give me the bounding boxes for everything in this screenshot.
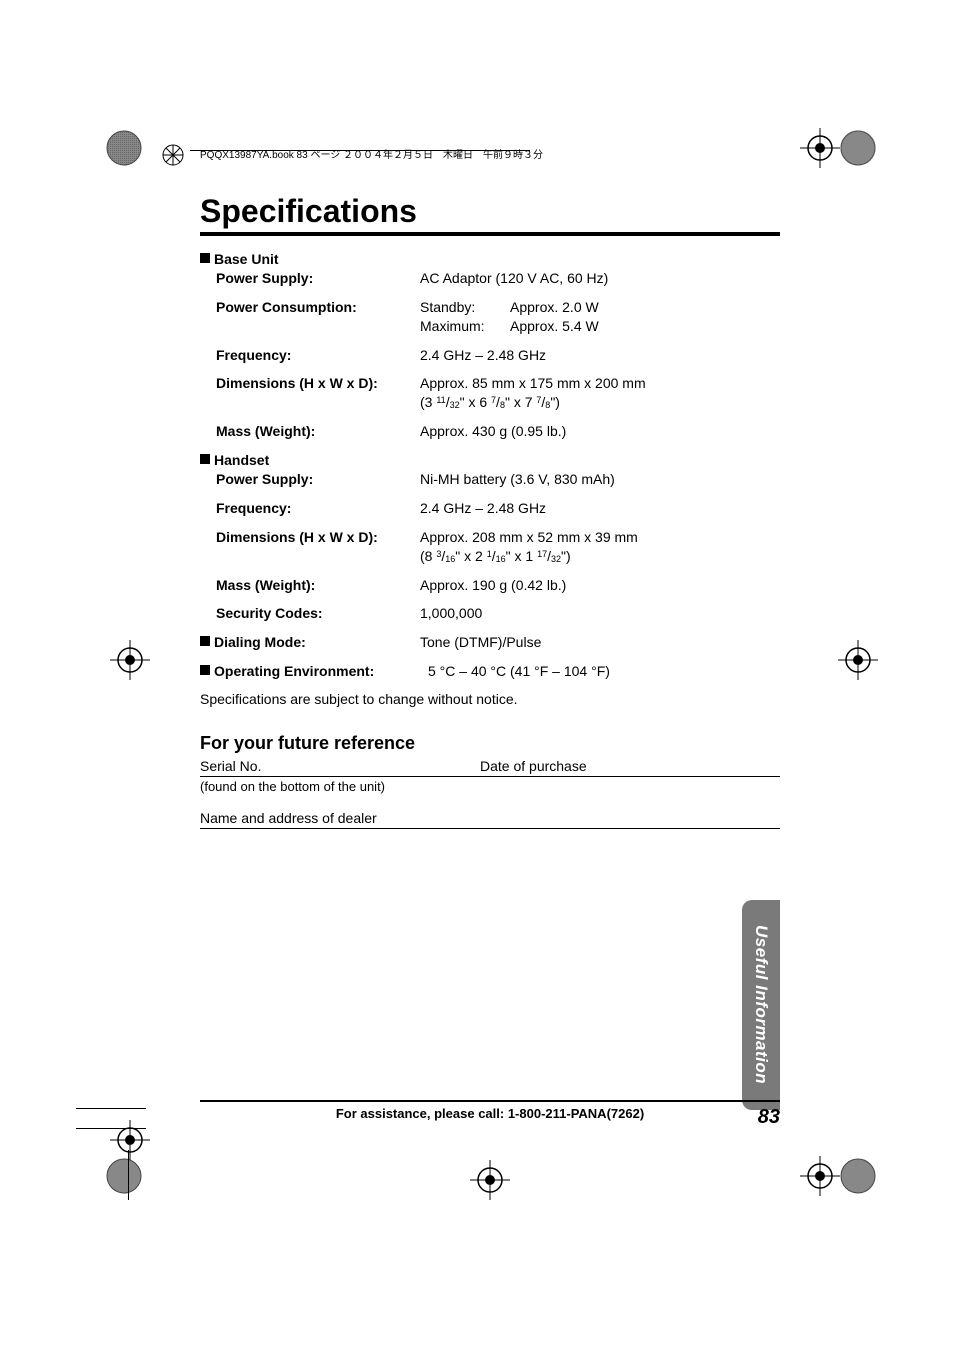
spec-row: Security Codes: 1,000,000 bbox=[200, 604, 780, 623]
spec-value: Approx. 430 g (0.95 lb.) bbox=[420, 422, 780, 441]
spec-row: Power Consumption: Standby:Approx. 2.0 W… bbox=[200, 298, 780, 336]
section-heading: Base Unit bbox=[214, 251, 279, 267]
spec-row: Dialing Mode: Tone (DTMF)/Pulse bbox=[200, 633, 780, 652]
spec-row: Handset Power Supply: Ni-MH battery (3.6… bbox=[200, 451, 780, 489]
spec-label: Mass (Weight): bbox=[200, 576, 420, 595]
page-footer: For assistance, please call: 1-800-211-P… bbox=[200, 1100, 780, 1121]
cmyk-circle-icon bbox=[840, 1158, 876, 1194]
side-tab: Useful Information bbox=[742, 900, 780, 1110]
spec-value: Tone (DTMF)/Pulse bbox=[420, 633, 780, 652]
registration-target-icon bbox=[838, 640, 878, 680]
crop-line bbox=[76, 1108, 146, 1109]
spec-label: Dialing Mode: bbox=[200, 633, 420, 652]
spec-notice: Specifications are subject to change wit… bbox=[200, 691, 780, 707]
spec-value: AC Adaptor (120 V AC, 60 Hz) bbox=[420, 250, 780, 288]
serial-label: Serial No. bbox=[200, 758, 480, 774]
cmyk-circle-icon bbox=[106, 130, 142, 166]
spec-value: 5 °C – 40 °C (41 °F – 104 °F) bbox=[428, 662, 780, 681]
spec-label: Base Unit Power Supply: bbox=[200, 250, 420, 288]
date-label: Date of purchase bbox=[480, 758, 780, 774]
spec-row: Base Unit Power Supply: AC Adaptor (120 … bbox=[200, 250, 780, 288]
spec-label: Dimensions (H x W x D): bbox=[200, 528, 420, 566]
serial-hint: (found on the bottom of the unit) bbox=[200, 779, 780, 794]
footer-rule bbox=[200, 1100, 780, 1102]
registration-target-icon bbox=[110, 640, 150, 680]
spec-row: Mass (Weight): Approx. 190 g (0.42 lb.) bbox=[200, 576, 780, 595]
crop-line bbox=[76, 1128, 146, 1129]
spec-label: Mass (Weight): bbox=[200, 422, 420, 441]
spec-label: Power Consumption: bbox=[200, 298, 420, 336]
spec-value: 2.4 GHz – 2.48 GHz bbox=[420, 346, 780, 365]
spec-value: Ni-MH battery (3.6 V, 830 mAh) bbox=[420, 451, 780, 489]
spec-value: 1,000,000 bbox=[420, 604, 780, 623]
spec-row: Dimensions (H x W x D): Approx. 85 mm x … bbox=[200, 374, 780, 412]
registration-target-icon bbox=[470, 1160, 510, 1200]
imperial-dims: (3 11/32" x 6 7/8" x 7 7/8") bbox=[420, 394, 560, 410]
cmyk-circle-icon bbox=[840, 130, 876, 166]
reference-title: For your future reference bbox=[200, 733, 780, 754]
page-title: Specifications bbox=[200, 193, 780, 230]
binding-icon bbox=[160, 142, 186, 168]
spec-value: Approx. 208 mm x 52 mm x 39 mm (8 3/16" … bbox=[420, 528, 780, 566]
assistance-text: For assistance, please call: 1-800-211-P… bbox=[336, 1106, 644, 1121]
spec-label: Frequency: bbox=[200, 499, 420, 518]
registration-target-icon bbox=[110, 1120, 150, 1160]
spec-value: Approx. 85 mm x 175 mm x 200 mm (3 11/32… bbox=[420, 374, 780, 412]
bullet-icon bbox=[200, 454, 210, 464]
spec-row: Dimensions (H x W x D): Approx. 208 mm x… bbox=[200, 528, 780, 566]
spec-row: Frequency: 2.4 GHz – 2.48 GHz bbox=[200, 499, 780, 518]
spec-row: Mass (Weight): Approx. 430 g (0.95 lb.) bbox=[200, 422, 780, 441]
spec-value: 2.4 GHz – 2.48 GHz bbox=[420, 499, 780, 518]
spec-sublabel: Power Supply: bbox=[200, 471, 313, 487]
page-content: PQQX13987YA.book 83 ページ ２００４年２月５日 木曜日 午前… bbox=[200, 150, 780, 829]
page-number: 83 bbox=[758, 1106, 780, 1129]
spec-sublabel: Power Supply: bbox=[200, 270, 313, 286]
spec-value: Approx. 190 g (0.42 lb.) bbox=[420, 576, 780, 595]
dealer-label: Name and address of dealer bbox=[200, 810, 780, 829]
crop-line bbox=[128, 1150, 129, 1200]
spec-label: Handset Power Supply: bbox=[200, 451, 420, 489]
bullet-icon bbox=[200, 636, 210, 646]
spec-row: Frequency: 2.4 GHz – 2.48 GHz bbox=[200, 346, 780, 365]
spec-row: Operating Environment: 5 °C – 40 °C (41 … bbox=[200, 662, 780, 681]
bullet-icon bbox=[200, 665, 210, 675]
registration-target-icon bbox=[800, 128, 840, 168]
spec-label: Dimensions (H x W x D): bbox=[200, 374, 420, 412]
imperial-dims: (8 3/16" x 2 1/16" x 1 17/32") bbox=[420, 548, 571, 564]
spec-label: Operating Environment: bbox=[200, 662, 428, 681]
spec-label: Security Codes: bbox=[200, 604, 420, 623]
cmyk-circle-icon bbox=[106, 1158, 142, 1194]
book-header: PQQX13987YA.book 83 ページ ２００４年２月５日 木曜日 午前… bbox=[200, 146, 780, 161]
spec-label: Frequency: bbox=[200, 346, 420, 365]
registration-target-icon bbox=[800, 1156, 840, 1196]
title-rule bbox=[200, 232, 780, 236]
bullet-icon bbox=[200, 253, 210, 263]
section-heading: Handset bbox=[214, 452, 269, 468]
spec-value: Standby:Approx. 2.0 W Maximum:Approx. 5.… bbox=[420, 298, 780, 336]
reference-row: Serial No. Date of purchase bbox=[200, 758, 780, 777]
side-tab-label: Useful Information bbox=[751, 925, 771, 1084]
